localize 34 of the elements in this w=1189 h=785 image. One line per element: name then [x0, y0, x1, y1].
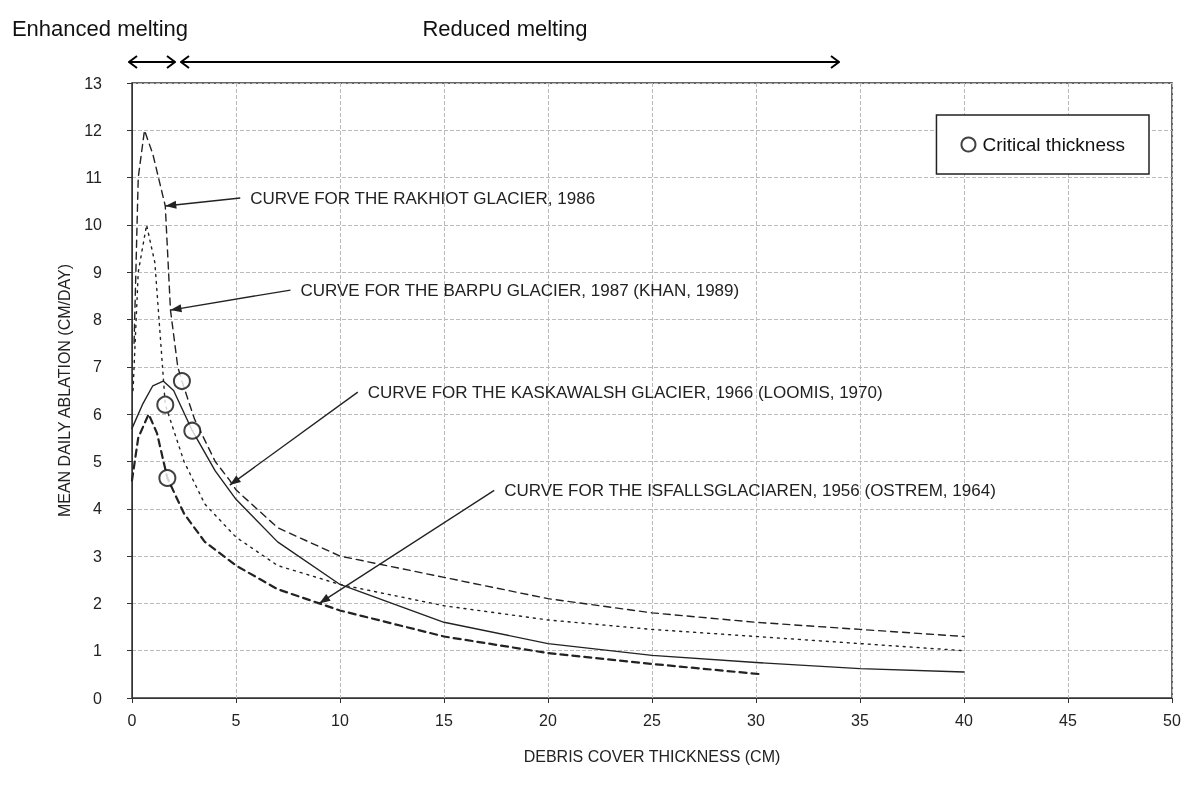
y-tick-label: 1 [93, 642, 103, 660]
annotation: CURVE FOR THE KASKAWALSH GLACIER, 1966 (LOOMIS, 1970) [367, 382, 883, 402]
y-tick-label: 5 [93, 452, 103, 470]
y-tick-label: 12 [84, 121, 103, 139]
x-tick-label: 45 [1059, 711, 1077, 729]
y-tick-label: 13 [84, 74, 103, 92]
x-tick-label: 15 [435, 711, 453, 729]
y-tick-label: 9 [93, 263, 103, 281]
x-tick-label: 25 [643, 711, 661, 729]
y-tick-label: 7 [93, 358, 103, 376]
y-tick-label: 2 [93, 594, 103, 612]
annotation: CURVE FOR THE ISFALLSGLACIAREN, 1956 (OSTREM, 1964) [504, 480, 996, 500]
x-tick-label: 5 [231, 711, 241, 729]
x-tick-label: 50 [1163, 711, 1181, 729]
y-tick-label: 8 [93, 311, 103, 329]
y-tick-label: 3 [93, 547, 103, 565]
text: Reduced melting [422, 15, 588, 41]
y-tick-label: 6 [93, 405, 103, 423]
x-axis-title: DEBRIS COVER THICKNESS (CM) [523, 747, 781, 765]
legend-label: Critical thickness [982, 134, 1126, 155]
x-tick-label: 40 [955, 711, 973, 729]
x-tick-label: 35 [851, 711, 869, 729]
y-tick-label: 11 [85, 169, 103, 187]
annotation: CURVE FOR THE BARPU GLACIER, 1987 (KHAN, 1989) [300, 280, 740, 300]
y-tick-label: 10 [84, 216, 103, 234]
y-axis-title: MEAN DAILY ABLATION (CM/DAY) [55, 263, 73, 518]
x-tick-label: 0 [127, 711, 137, 729]
y-tick-label: 4 [93, 500, 103, 518]
y-tick-label: 0 [93, 689, 103, 707]
x-tick-label: 10 [331, 711, 349, 729]
x-tick-label: 30 [747, 711, 765, 729]
annotation: CURVE FOR THE RAKHIOT GLACIER, 1986 [250, 188, 596, 208]
text: Enhanced melting [11, 15, 189, 41]
x-tick-label: 20 [539, 711, 557, 729]
